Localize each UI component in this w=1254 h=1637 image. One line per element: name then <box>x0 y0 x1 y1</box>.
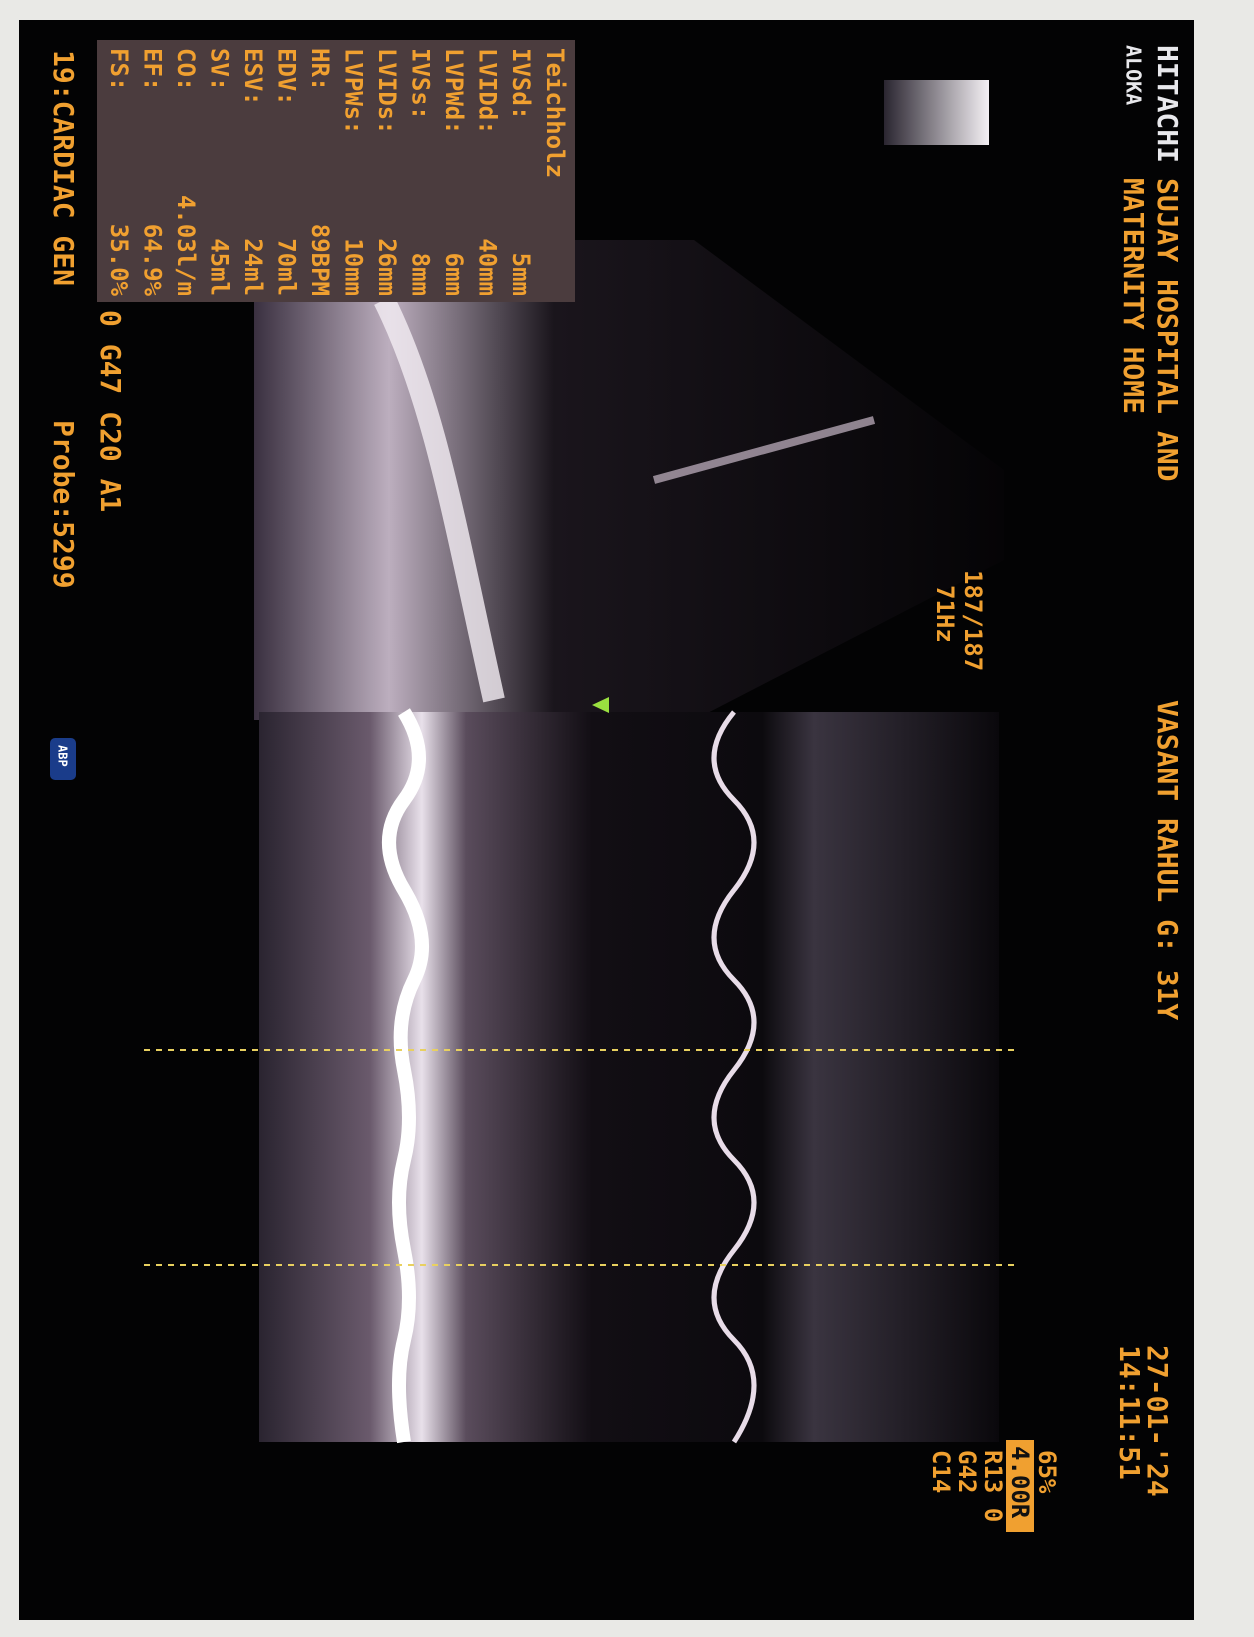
2d-image <box>254 240 1004 720</box>
measurement-value: 70ml <box>273 238 301 296</box>
2d-echo <box>652 416 876 484</box>
time: 14:11:51 <box>1113 1345 1146 1480</box>
status-params: 0 G47 C20 A1 <box>94 310 127 512</box>
hospital-name: MATERNITY HOME <box>1117 178 1150 414</box>
measurement-label: FS: <box>105 48 133 91</box>
measurement-value: 6mm <box>440 253 468 296</box>
measurement-label: LVPWs: <box>340 48 368 135</box>
m-mode-trace <box>382 708 429 1444</box>
gain: 65% <box>1033 1450 1061 1494</box>
measurement-label: HR: <box>306 48 334 91</box>
frame-rate: 71Hz <box>931 585 959 643</box>
measurement-label: SV: <box>206 48 234 91</box>
measurement-value: 4.03l/m <box>172 195 200 296</box>
measurement-label: CO: <box>172 48 200 91</box>
measurement-value: 5mm <box>507 253 535 296</box>
grayscale-bar <box>884 80 989 145</box>
measurement-label: LVIDd: <box>474 48 502 135</box>
cursor-marker <box>592 697 609 713</box>
measurement-title: Teichholz <box>541 48 569 178</box>
measurement-value: 64.9% <box>139 224 167 297</box>
setting: R13 0 <box>979 1450 1007 1522</box>
frames: 187/187 <box>959 570 987 671</box>
measurement-label: EF: <box>139 48 167 91</box>
depth-box <box>1006 1440 1034 1532</box>
measurement-label: IVSs: <box>407 48 435 120</box>
m-mode-image <box>259 712 999 1442</box>
status-preset: 19:CARDIAC GEN <box>47 50 80 286</box>
measurement-value: 40mm <box>474 238 502 296</box>
measurement-value: 35.0% <box>105 224 133 297</box>
measurement-label: LVPWd: <box>440 48 468 135</box>
sub-brand: ALOKA <box>1122 45 1146 105</box>
brand: HITACHI <box>1151 45 1184 163</box>
measurement-box <box>97 40 575 302</box>
measurement-value: 26mm <box>373 238 401 296</box>
2d-echo <box>374 295 505 703</box>
measurement-value: 10mm <box>340 238 368 296</box>
measurement-label: IVSd: <box>507 48 535 120</box>
date: 27-01-'24 <box>1141 1345 1174 1497</box>
hospital-name: SUJAY HOSPITAL AND <box>1151 178 1184 481</box>
measurement-label: ESV: <box>239 48 267 106</box>
measurement-value: 45ml <box>206 238 234 296</box>
measurement-value: 89BPM <box>306 224 334 296</box>
measurement-value: 24ml <box>239 238 267 296</box>
m-mode-trace <box>711 710 757 1444</box>
patient-name: VASANT RAHUL G: 31Y <box>1151 700 1184 1020</box>
setting: G42 <box>953 1450 981 1493</box>
badge-label: ABP <box>56 745 70 767</box>
measurement-value: 8mm <box>407 253 435 296</box>
probe: Probe:5299 <box>47 420 80 589</box>
depth: 4.00R <box>1006 1446 1034 1519</box>
measurement-label: LVIDs: <box>373 48 401 135</box>
measurement-label: EDV: <box>273 48 301 106</box>
badge <box>50 738 76 780</box>
setting: C14 <box>927 1450 955 1493</box>
